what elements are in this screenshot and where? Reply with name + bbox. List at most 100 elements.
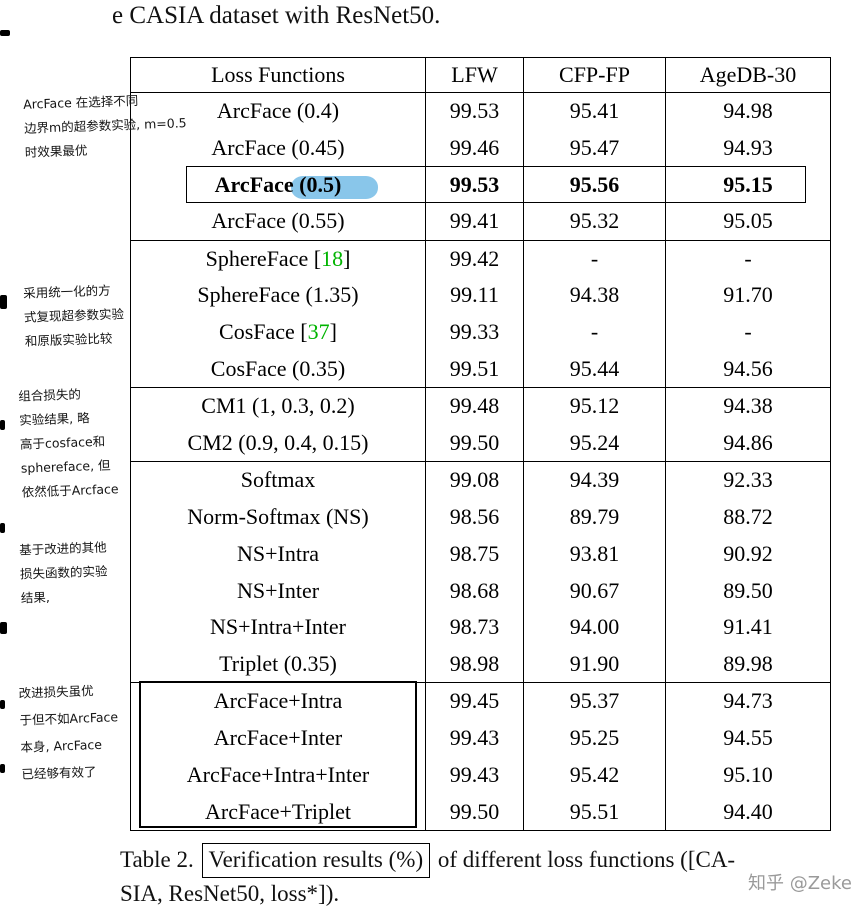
edge-handwriting-fragment [0, 30, 10, 36]
table-caption: Table 2. Verification results (%) of dif… [120, 843, 850, 907]
loss-function-cell: ArcFace (0.55) [130, 203, 426, 241]
citation-number: 37 [307, 319, 330, 345]
score-cell: 91.70 [665, 276, 831, 314]
score-cell: 95.37 [523, 682, 666, 720]
handwritten-note-line: sphereface, 但 [20, 457, 111, 476]
score-cell: 99.45 [425, 682, 524, 720]
table-row: ArcFace+Intra+Inter 99.43 95.42 95.10 [130, 756, 831, 794]
score-cell: 99.41 [425, 203, 524, 241]
loss-function-cell: CosFace [37] [130, 313, 426, 351]
score-cell: 93.81 [523, 535, 666, 573]
watermark: 知乎 @Zeke [748, 873, 852, 894]
edge-handwriting-fragment [0, 523, 5, 533]
edge-handwriting-fragment [0, 420, 5, 430]
table-row: ArcFace+Inter 99.43 95.25 94.55 [130, 719, 831, 757]
score-cell: 98.75 [425, 535, 524, 573]
table-row: NS+Intra 98.75 93.81 90.92 [130, 535, 831, 573]
score-cell: 99.43 [425, 756, 524, 794]
table-row: CosFace (0.35) 99.51 95.44 94.56 [130, 350, 831, 388]
score-cell: 89.50 [665, 572, 831, 609]
score-cell: 94.73 [665, 682, 831, 720]
table-row: Triplet (0.35) 98.98 91.90 89.98 [130, 645, 831, 683]
table-row: Norm-Softmax (NS) 98.56 89.79 88.72 [130, 498, 831, 536]
score-cell: 99.50 [425, 424, 524, 462]
loss-function-cell: SphereFace [18] [130, 240, 426, 277]
handwritten-note-line: 已经够有效了 [21, 764, 97, 782]
table-row: ArcFace (0.45) 99.46 95.47 94.93 [130, 129, 831, 167]
score-cell: 94.40 [665, 793, 831, 831]
citation-number: 18 [321, 245, 344, 271]
score-cell: 91.90 [523, 645, 666, 683]
caption-line2: SIA, ResNet50, loss*]). [120, 881, 340, 906]
table-row: CM1 (1, 0.3, 0.2) 99.48 95.12 94.38 [130, 387, 831, 425]
loss-function-cell: Triplet (0.35) [130, 645, 426, 683]
table-row: NS+Inter 98.68 90.67 89.50 [130, 572, 831, 609]
score-cell: 94.39 [523, 461, 666, 499]
results-table: Loss Functions LFW CFP-FP AgeDB-30 ArcFa… [130, 57, 831, 831]
score-cell: 98.56 [425, 498, 524, 536]
table-row: Softmax 99.08 94.39 92.33 [130, 461, 831, 499]
table-row: SphereFace [18] 99.42- - [130, 240, 831, 277]
score-cell: 95.25 [523, 719, 666, 757]
score-cell: 98.73 [425, 608, 524, 646]
handwritten-note-line: 实验结果, 略 [18, 410, 90, 428]
table-row: ArcFace (0.55) 99.41 95.32 95.05 [130, 203, 831, 241]
edge-handwriting-fragment [0, 700, 5, 709]
handwritten-note-line: 于但不如ArcFace [19, 709, 119, 728]
score-cell: 94.86 [665, 424, 831, 462]
table-row: ArcFace (0.4) 99.53 95.41 94.98 [130, 92, 831, 130]
score-cell: 99.50 [425, 793, 524, 831]
loss-function-cell: CM2 (0.9, 0.4, 0.15) [130, 424, 426, 462]
handwritten-annotation-conclusion: 改进损失虽优 于但不如ArcFace 本身, ArcFace 已经够有效了 [18, 676, 120, 787]
table-row: ArcFace+Intra 99.45 95.37 94.73 [130, 682, 831, 720]
loss-function-cell: NS+Inter [130, 572, 426, 609]
loss-function-cell: NS+Intra+Inter [130, 608, 426, 646]
loss-function-cell: ArcFace (0.45) [130, 129, 426, 167]
table-row: CM2 (0.9, 0.4, 0.15) 99.50 95.24 94.86 [130, 424, 831, 462]
loss-function-cell: CosFace (0.35) [130, 350, 426, 388]
table-row: ArcFace (0.5) 99.53 95.56 95.15 [130, 166, 831, 204]
handwritten-note-line: 损失函数的实验 [19, 563, 108, 582]
score-cell: 94.56 [665, 350, 831, 388]
loss-function-cell: ArcFace+Intra+Inter [130, 756, 426, 794]
handwritten-annotation-other-losses: 基于改进的其他 损失函数的实验 结果, [19, 535, 109, 610]
edge-handwriting-fragment [0, 295, 7, 309]
handwritten-note-line: 高于cosface和 [19, 433, 106, 452]
handwritten-note-line: 采用统一化的方 [22, 282, 111, 301]
handwritten-note-line: 改进损失虽优 [18, 683, 94, 701]
score-cell: 99.08 [425, 461, 524, 499]
handwritten-annotation-margin-experiments: ArcFace 在选择不同 边界m的超参数实验, m=0.5 时效果最优 [23, 87, 188, 165]
score-cell: 99.42 [425, 240, 524, 277]
score-cell: 95.12 [523, 387, 666, 425]
handwritten-annotation-combined-margins: 组合损失的 实验结果, 略高于cosface和 sphereface, 但依然低于A… [18, 381, 119, 504]
loss-function-cell: NS+Intra [130, 535, 426, 573]
handwritten-note-line: 和原版实验比较 [24, 330, 113, 349]
score-cell: 92.33 [665, 461, 831, 499]
score-cell: 95.51 [523, 793, 666, 831]
score-cell: - [523, 240, 666, 277]
score-cell: 94.38 [665, 387, 831, 425]
page-header-text: e CASIA dataset with ResNet50. [112, 2, 441, 29]
score-cell: 95.32 [523, 203, 666, 241]
table-header-row: Loss Functions LFW CFP-FP AgeDB-30 [130, 57, 831, 93]
score-cell: 90.92 [665, 535, 831, 573]
score-cell: 94.00 [523, 608, 666, 646]
table-row: CosFace [37] 99.33- - [130, 313, 831, 351]
score-cell: 99.43 [425, 719, 524, 757]
score-cell: 95.44 [523, 350, 666, 388]
score-cell: 95.05 [665, 203, 831, 241]
score-cell: 91.41 [665, 608, 831, 646]
col-header-lfw: LFW [425, 57, 524, 93]
score-cell: 99.48 [425, 387, 524, 425]
results-table-body: ArcFace (0.4) 99.53 95.41 94.98 ArcFace (0.4… [130, 92, 831, 831]
score-cell: 95.10 [665, 756, 831, 794]
score-cell: 99.51 [425, 350, 524, 388]
score-cell: 95.47 [523, 129, 666, 167]
table-row: ArcFace+Triplet 99.50 95.51 94.40 [130, 793, 831, 831]
col-header-loss-functions: Loss Functions [130, 57, 426, 93]
score-cell: 99.53 [425, 92, 524, 130]
handwritten-annotation-reproduced-baselines: 采用统一化的方 式复现超参数实验 和原版实验比较 [23, 278, 125, 353]
table-row: SphereFace (1.35) 99.11 94.38 91.70 [130, 276, 831, 314]
score-cell: 95.24 [523, 424, 666, 462]
